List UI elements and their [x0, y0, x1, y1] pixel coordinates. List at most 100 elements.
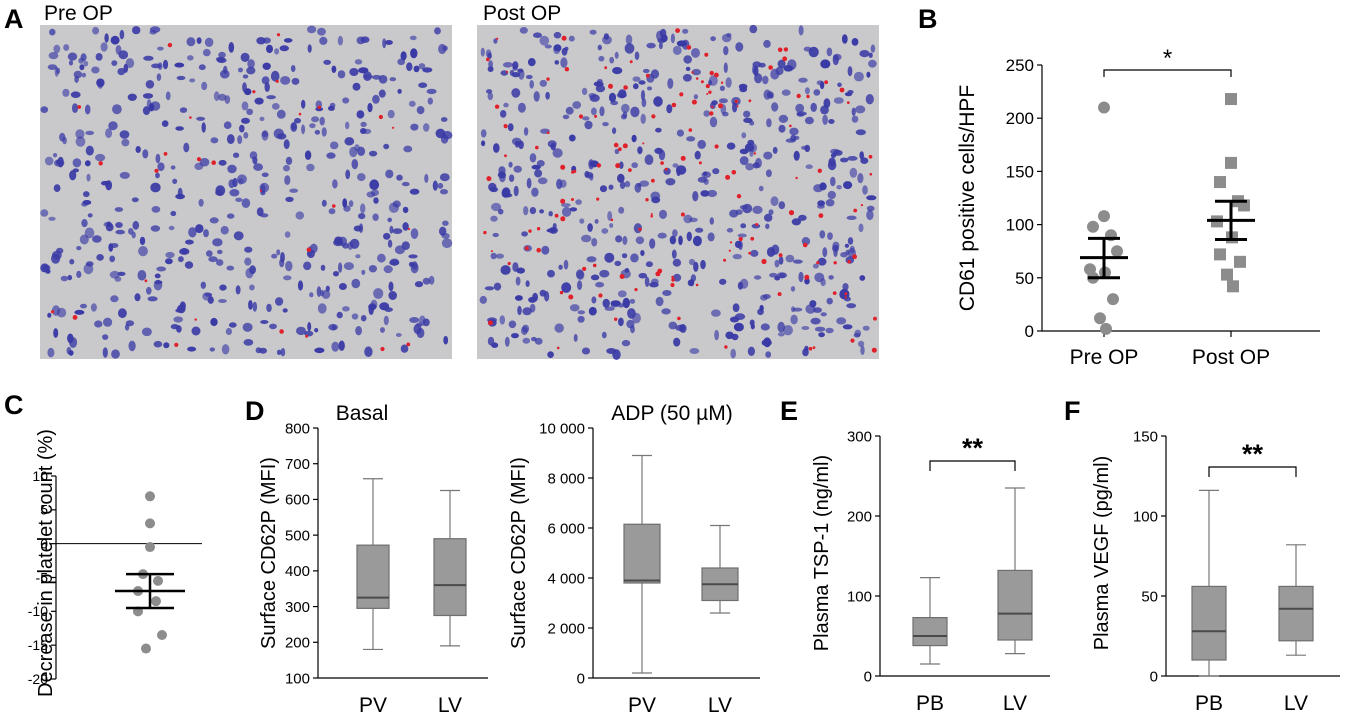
cd61-positive-cell: [496, 37, 499, 40]
cd61-positive-cell: [592, 263, 597, 268]
cell-nucleus: [117, 68, 126, 76]
cell-nucleus: [90, 303, 97, 312]
cell-nucleus: [745, 163, 754, 171]
cell-nucleus: [783, 325, 793, 336]
cd61-positive-cell: [536, 227, 541, 231]
cell-nucleus: [692, 191, 699, 202]
cell-nucleus: [560, 57, 568, 68]
cell-nucleus: [249, 265, 256, 275]
cell-nucleus: [575, 269, 584, 280]
cd61-positive-cell: [629, 60, 633, 64]
cell-nucleus: [785, 254, 795, 263]
cell-nucleus: [598, 55, 605, 62]
cell-nucleus: [146, 99, 152, 109]
cell-nucleus: [723, 46, 729, 56]
cell-nucleus: [866, 209, 874, 221]
cell-nucleus: [853, 71, 864, 82]
cell-nucleus: [118, 50, 129, 60]
micrograph-pre-op-label: Pre OP: [44, 2, 113, 25]
cell-nucleus: [255, 347, 262, 354]
cell-nucleus: [280, 76, 291, 85]
cell-nucleus: [218, 93, 227, 101]
cell-nucleus: [860, 157, 869, 164]
cell-nucleus: [63, 44, 70, 51]
cell-nucleus: [323, 59, 332, 65]
cell-nucleus: [76, 270, 82, 278]
cell-nucleus: [241, 117, 250, 124]
cell-nucleus: [181, 247, 187, 255]
cell-nucleus: [617, 173, 625, 183]
cell-nucleus: [618, 317, 624, 327]
cell-nucleus: [813, 89, 821, 96]
cell-nucleus: [221, 344, 230, 355]
cell-nucleus: [358, 213, 366, 220]
cd61-positive-cell: [380, 346, 385, 352]
cell-nucleus: [849, 245, 855, 254]
cell-nucleus: [581, 234, 592, 243]
cd61-positive-cell: [705, 84, 710, 89]
cell-nucleus: [624, 43, 635, 54]
cell-nucleus: [388, 281, 394, 292]
cell-nucleus: [858, 223, 864, 233]
cell-nucleus: [361, 269, 366, 275]
cell-nucleus: [770, 196, 779, 207]
cell-nucleus: [541, 245, 550, 255]
cell-nucleus: [511, 333, 519, 339]
cell-nucleus: [787, 59, 797, 70]
cell-nucleus: [768, 209, 774, 216]
cell-nucleus: [62, 88, 70, 97]
cell-nucleus: [743, 110, 751, 118]
micrograph-post-op-cells: [479, 24, 877, 360]
cell-nucleus: [802, 348, 809, 357]
cell-nucleus: [301, 124, 306, 135]
cell-nucleus: [243, 339, 254, 346]
cell-nucleus: [778, 124, 786, 133]
cell-nucleus: [804, 87, 810, 95]
cell-nucleus: [297, 280, 304, 291]
cell-nucleus: [599, 185, 608, 193]
cell-nucleus: [290, 122, 298, 132]
cell-nucleus: [338, 283, 347, 290]
cell-nucleus: [56, 307, 67, 318]
cell-nucleus: [614, 260, 622, 267]
cell-nucleus: [697, 139, 706, 149]
data-point: [1225, 156, 1237, 169]
cd61-positive-cell: [167, 42, 173, 48]
cell-nucleus: [500, 110, 507, 118]
cell-nucleus: [271, 253, 278, 259]
cd61-positive-cell: [505, 70, 509, 73]
cell-nucleus: [252, 156, 258, 165]
cd61-positive-cell: [613, 142, 619, 148]
cd61-positive-cell: [655, 271, 661, 277]
cell-nucleus: [726, 32, 732, 38]
cell-nucleus: [309, 292, 314, 298]
y-axis-label: Plasma TSP-1 (ng/ml): [811, 455, 833, 651]
cell-nucleus: [544, 44, 552, 49]
cd61-positive-cell: [645, 73, 650, 78]
cell-nucleus: [418, 63, 426, 70]
cd61-positive-cell: [711, 105, 714, 109]
cell-nucleus: [178, 256, 184, 263]
cell-nucleus: [78, 57, 84, 64]
cell-nucleus: [165, 91, 171, 101]
cd61-positive-cell: [275, 79, 279, 83]
cell-nucleus: [561, 203, 571, 208]
cd61-positive-cell: [189, 116, 192, 119]
data-point: [145, 491, 155, 502]
cell-nucleus: [754, 73, 763, 84]
cell-nucleus: [438, 43, 447, 55]
cell-nucleus: [146, 286, 152, 295]
cell-nucleus: [851, 115, 859, 123]
cell-nucleus: [581, 87, 588, 96]
cell-nucleus: [201, 122, 206, 133]
cell-nucleus: [672, 45, 682, 56]
chart-title: Basal: [336, 402, 389, 425]
cell-nucleus: [841, 34, 848, 44]
cell-nucleus: [608, 184, 614, 190]
cell-nucleus: [210, 317, 218, 327]
cell-nucleus: [85, 130, 95, 136]
cell-nucleus: [108, 121, 118, 131]
cell-nucleus: [735, 42, 744, 52]
cell-nucleus: [155, 153, 161, 164]
cell-nucleus: [866, 205, 875, 212]
